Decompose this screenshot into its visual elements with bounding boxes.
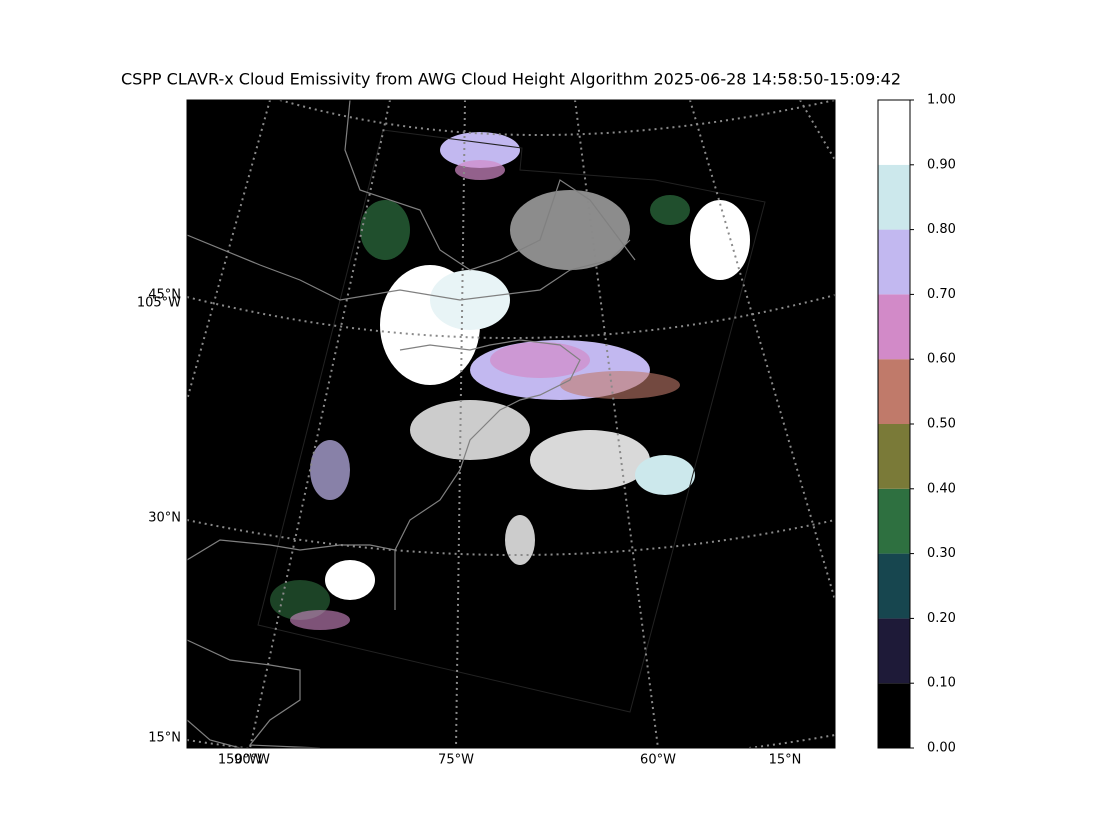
colorbar-segment	[878, 164, 910, 230]
colorbar-tick-label: 0.50	[927, 417, 956, 432]
lon-label: 60°W	[640, 753, 676, 768]
colorbar-segment	[878, 100, 910, 165]
colorbar-tick-label: 0.10	[927, 676, 956, 691]
colorbar-tick-label: 0.00	[927, 741, 956, 756]
colorbar-tick-label: 0.80	[927, 222, 956, 237]
colorbar-segment	[878, 229, 910, 295]
colorbar-tick-label: 0.30	[927, 546, 956, 561]
lat-label: 45°N	[148, 288, 181, 303]
lon-label: 15°N	[769, 753, 802, 768]
colorbar-tick-label: 1.00	[927, 93, 956, 108]
colorbar-tick-label: 0.60	[927, 352, 956, 367]
colorbar-segment	[878, 553, 910, 619]
coastlines	[187, 100, 636, 748]
cloud-field	[270, 132, 750, 630]
title: CSPP CLAVR-x Cloud Emissivity from AWG C…	[121, 70, 901, 89]
lat-label: 30°N	[148, 511, 181, 526]
lat-label: 15°N	[148, 731, 181, 746]
lon-label: 105°W	[137, 296, 181, 311]
colorbar-tick-label: 0.20	[927, 611, 956, 626]
map-frame	[186, 99, 836, 749]
lon-label: 90°W	[234, 753, 270, 768]
graticule	[187, 100, 835, 748]
colorbar-tick-label: 0.70	[927, 287, 956, 302]
lon-label: 75°W	[438, 753, 474, 768]
swath-edge	[257, 129, 766, 713]
colorbar-tick-label: 0.40	[927, 481, 956, 496]
colorbar-segment	[878, 618, 910, 684]
colorbar-segment	[878, 683, 910, 748]
colorbar-tick-label: 0.90	[927, 157, 956, 172]
colorbar-segment	[878, 359, 910, 424]
colorbar-segment	[878, 488, 910, 554]
lon-label: 150°W	[218, 753, 262, 768]
colorbar-segment	[878, 424, 910, 489]
colorbar: 0.00 0.10 0.20 0.30 0.40 0.50 0.60 0.70 0.80 0.90…	[877, 93, 956, 756]
colorbar-segment	[878, 294, 910, 360]
map	[187, 100, 835, 748]
